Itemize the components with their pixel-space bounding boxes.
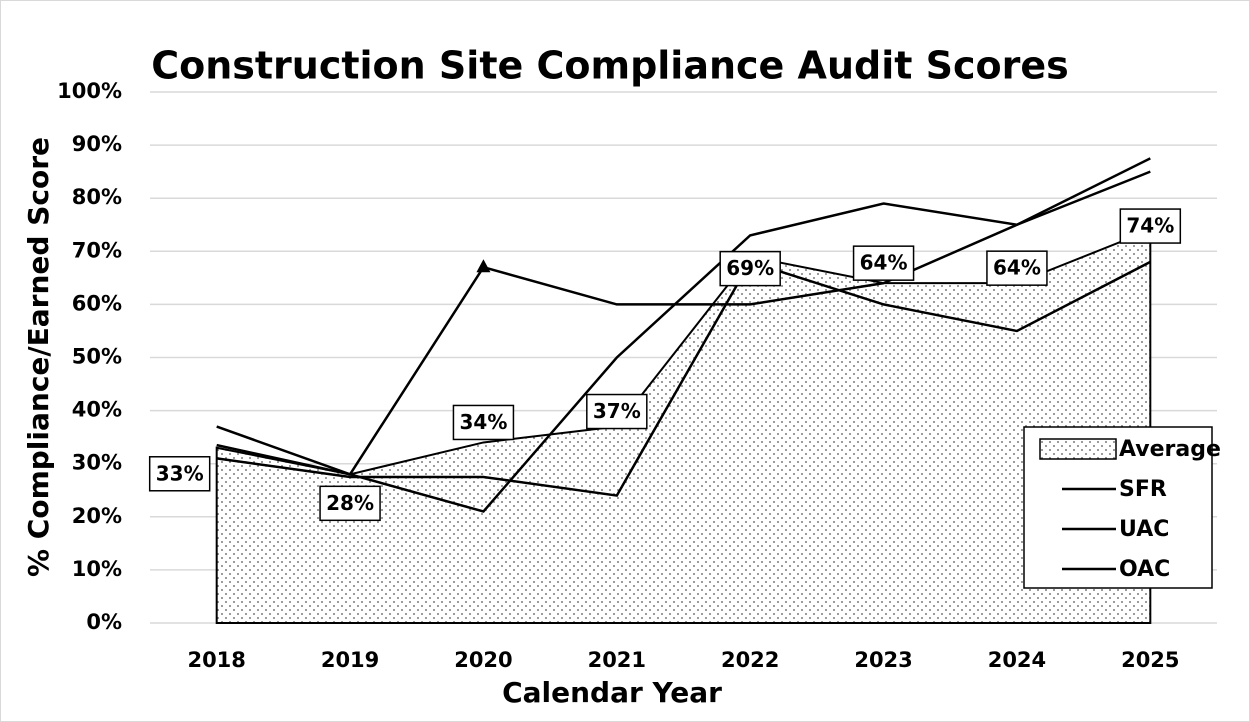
data-label-box <box>319 485 381 522</box>
data-label: 37% <box>593 399 641 423</box>
y-tick-label: 70% <box>72 238 122 262</box>
x-tick-label: 2018 <box>187 648 245 672</box>
x-tick-label: 2023 <box>854 648 912 672</box>
data-label: 33% <box>156 461 204 485</box>
data-label-box <box>986 250 1048 286</box>
x-tick-label: 2020 <box>454 648 512 672</box>
x-tick-label: 2019 <box>321 648 379 672</box>
data-label: 69% <box>726 256 774 280</box>
line <box>216 170 1151 513</box>
chart-title: Construction Site Compliance Audit Score… <box>151 44 1069 88</box>
data-label: 28% <box>326 491 374 515</box>
data-label-box <box>852 245 915 281</box>
y-tick-label: 40% <box>72 398 122 422</box>
legend-label: OAC <box>1119 557 1170 582</box>
data-label: 64% <box>860 251 908 275</box>
line <box>216 260 1151 497</box>
data-label: 34% <box>460 410 508 434</box>
data-label-box <box>1119 208 1182 244</box>
y-tick-label: 60% <box>72 291 122 315</box>
y-tick-label: 30% <box>72 451 122 475</box>
y-tick-label: 80% <box>72 185 122 209</box>
legend-label: SFR <box>1119 477 1167 502</box>
data-label-box <box>148 456 211 492</box>
line <box>216 157 1151 476</box>
y-tick-label: 90% <box>72 132 122 156</box>
y-tick-label: 10% <box>72 557 122 581</box>
data-label-box <box>452 404 515 441</box>
data-label: 74% <box>1126 214 1174 238</box>
legend-swatch <box>1039 438 1117 460</box>
x-axis-label: Calendar Year <box>502 676 722 709</box>
legend-label: UAC <box>1119 517 1169 542</box>
data-label-box <box>586 393 648 430</box>
y-tick-label: 20% <box>72 504 122 528</box>
marker <box>476 259 491 273</box>
x-tick-label: 2025 <box>1121 648 1179 672</box>
x-tick-label: 2024 <box>988 648 1046 672</box>
x-tick-label: 2021 <box>588 648 646 672</box>
data-label: 64% <box>993 256 1041 280</box>
x-tick-label: 2022 <box>721 648 779 672</box>
y-tick-label: 0% <box>86 610 122 634</box>
y-tick-label: 100% <box>57 79 122 103</box>
y-axis-label: % Compliance/Earned Score <box>22 137 55 577</box>
y-tick-label: 50% <box>72 345 122 369</box>
data-label-box <box>719 250 781 287</box>
legend-label: Average <box>1119 437 1221 462</box>
